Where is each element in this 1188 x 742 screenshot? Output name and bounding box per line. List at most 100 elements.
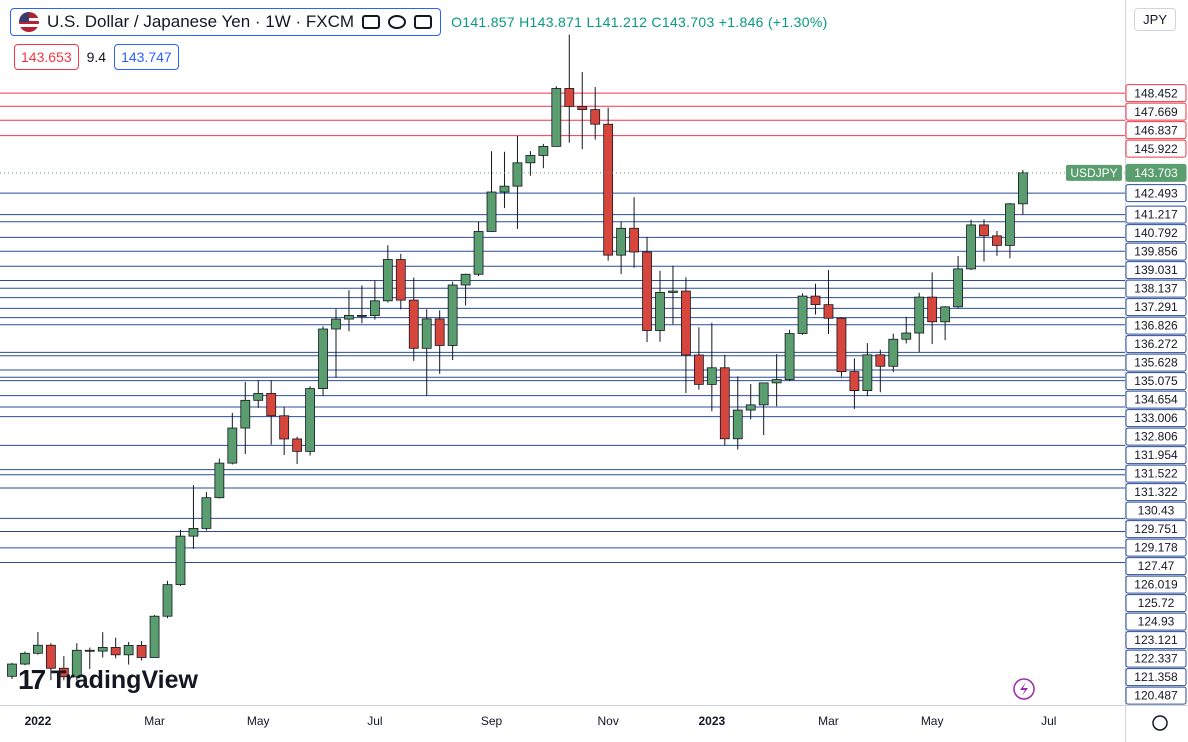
- candle-body: [20, 652, 30, 665]
- candle-body: [758, 382, 769, 406]
- candle-body: [901, 332, 912, 340]
- price-label-box: [1125, 668, 1187, 687]
- candle-body: [706, 367, 717, 385]
- x-tick-label: 2023: [698, 714, 725, 728]
- x-tick-label: Sep: [481, 714, 503, 728]
- x-tick-label: Jul: [367, 714, 382, 728]
- event-icon-bolt: [1020, 682, 1028, 696]
- candle-body: [71, 649, 82, 678]
- price-label: 140.792: [1134, 226, 1178, 240]
- price-label-box: [1125, 427, 1187, 446]
- candle-body: [888, 338, 899, 367]
- price-label-box: [1125, 575, 1187, 594]
- price-label: 136.826: [1134, 319, 1178, 333]
- candle-body: [681, 290, 691, 356]
- price-label-box: [1125, 649, 1187, 668]
- price-label-box: [1125, 409, 1187, 428]
- x-tick-label: May: [921, 714, 944, 728]
- logo-text: TradingView: [51, 665, 198, 694]
- price-label: 124.93: [1138, 615, 1175, 629]
- candle-body: [862, 354, 873, 392]
- candle-body: [927, 296, 938, 323]
- logo-mark: 17: [18, 664, 46, 695]
- price-label-box: [1125, 242, 1187, 261]
- legend: U.S. Dollar / Japanese Yen · 1W · FXCM O…: [10, 8, 828, 36]
- candle-body: [227, 427, 238, 464]
- alert-icon[interactable]: [362, 15, 381, 29]
- candle-body: [486, 191, 497, 232]
- candle-body: [966, 224, 976, 270]
- price-label: 139.031: [1134, 263, 1178, 277]
- more-icon[interactable]: [414, 15, 433, 29]
- candle-body: [331, 318, 341, 330]
- candle-body: [810, 295, 821, 306]
- candle-body: [538, 145, 549, 156]
- price-label-box: [1125, 538, 1187, 557]
- x-tick-label: Nov: [597, 714, 618, 728]
- price-label-box: [1125, 372, 1187, 391]
- price-label-box: [1125, 464, 1187, 483]
- price-label-box: [1125, 353, 1187, 372]
- candle-body: [797, 295, 808, 334]
- price-label-box: [1125, 139, 1187, 158]
- price-label-box: [1125, 483, 1187, 502]
- candle-body: [97, 647, 108, 652]
- price-label-box: [1125, 224, 1187, 243]
- price-label-box: [1125, 205, 1187, 224]
- price-label: 120.487: [1134, 689, 1178, 703]
- price-label: 145.922: [1134, 142, 1178, 156]
- ask-price[interactable]: 143.747: [114, 44, 179, 70]
- candle-body: [655, 292, 665, 331]
- price-label: 141.217: [1134, 208, 1178, 222]
- candle-body: [357, 315, 367, 317]
- x-tick-label: Mar: [818, 714, 839, 728]
- candle-body: [953, 268, 963, 308]
- settings-icon[interactable]: [1152, 715, 1168, 731]
- candle-body: [473, 231, 484, 275]
- candle-body: [395, 259, 406, 301]
- candle-body: [693, 354, 704, 385]
- price-label: 126.019: [1134, 578, 1178, 592]
- ohlc-readout: O141.857 H143.871 L141.212 C143.703 +1.8…: [451, 14, 828, 30]
- candle-body: [344, 315, 354, 320]
- candle-body: [564, 88, 575, 107]
- price-label: 132.806: [1134, 430, 1178, 444]
- price-label: 142.493: [1134, 186, 1178, 200]
- price-label-box: [1125, 84, 1187, 103]
- candle-body: [305, 388, 315, 452]
- price-label-box: [1125, 316, 1187, 335]
- price-label: 136.272: [1134, 337, 1178, 351]
- x-tick-label: Mar: [144, 714, 165, 728]
- candle-body: [162, 584, 173, 617]
- candle-body: [940, 306, 951, 323]
- price-label: 123.121: [1134, 633, 1178, 647]
- candle-body: [914, 296, 925, 334]
- candle-body: [434, 318, 445, 346]
- price-label-box: [1125, 261, 1187, 280]
- eye-icon[interactable]: [388, 15, 407, 29]
- x-tick-label: Jul: [1041, 714, 1056, 728]
- candle-body: [58, 667, 69, 678]
- candle-body: [577, 106, 588, 111]
- price-label: 130.43: [1138, 504, 1175, 518]
- price-label-box: [1125, 121, 1187, 140]
- bid-price[interactable]: 143.653: [14, 44, 79, 70]
- event-icon[interactable]: [1013, 678, 1035, 700]
- candle-body: [253, 393, 264, 401]
- price-label-box: [1125, 631, 1187, 650]
- symbol-box[interactable]: U.S. Dollar / Japanese Yen · 1W · FXCM: [10, 8, 442, 36]
- candle-body: [460, 273, 471, 286]
- candle-body: [616, 227, 627, 256]
- candle-body: [84, 649, 95, 652]
- candle-body: [266, 393, 277, 417]
- candle-body: [201, 497, 212, 529]
- candle-body: [875, 354, 886, 367]
- price-label: 147.669: [1134, 105, 1178, 119]
- price-label-box: [1125, 612, 1187, 631]
- spread: 9.4: [86, 49, 107, 65]
- candle-body: [33, 644, 43, 654]
- candle-body: [499, 185, 510, 193]
- currency-button[interactable]: JPY: [1134, 8, 1176, 31]
